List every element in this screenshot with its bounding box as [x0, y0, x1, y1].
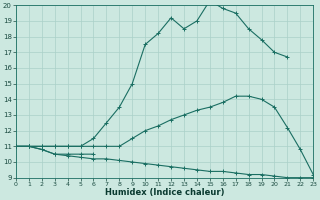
X-axis label: Humidex (Indice chaleur): Humidex (Indice chaleur)	[105, 188, 224, 197]
